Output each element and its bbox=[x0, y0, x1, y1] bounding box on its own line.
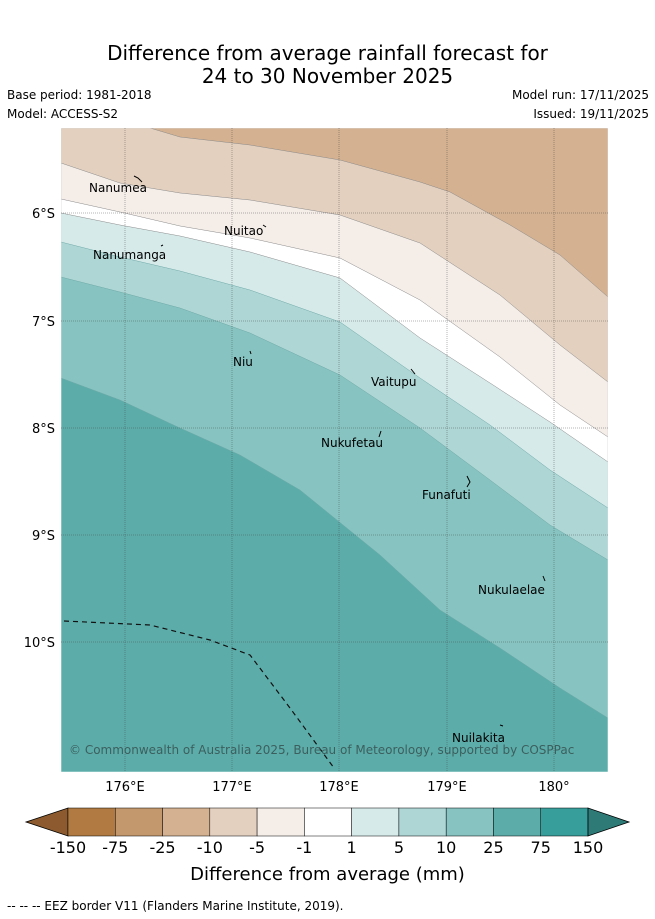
island-labels: Nanumea Nuitao Nanumanga Niu Vaitupu Nuk… bbox=[89, 181, 545, 745]
island-label-nanumanga: Nanumanga bbox=[93, 248, 166, 262]
island-shape-funafuti bbox=[466, 475, 471, 488]
longitude-ticks: 176°E 177°E 178°E 179°E 180° bbox=[105, 780, 569, 795]
colorbar-extend-low bbox=[24, 807, 69, 837]
island-label-niu: Niu bbox=[233, 355, 253, 369]
colorbar-extend-high bbox=[587, 807, 631, 837]
colorbar-segment bbox=[67, 807, 116, 837]
colorbar-tick-label: -5 bbox=[249, 838, 265, 857]
island-label-nuitao: Nuitao bbox=[224, 224, 263, 238]
graticule bbox=[61, 128, 608, 772]
colorbar-segment bbox=[209, 807, 258, 837]
lon-tick-label: 177°E bbox=[212, 780, 252, 795]
lat-tick-label: 8°S bbox=[32, 422, 55, 437]
island-shape-nuitao bbox=[262, 224, 267, 228]
colorbar-tick-label: 25 bbox=[483, 838, 503, 857]
island-label-nanumea: Nanumea bbox=[89, 181, 147, 195]
colorbar-segment bbox=[115, 807, 163, 837]
island-label-nukulaelae: Nukulaelae bbox=[478, 583, 545, 597]
colorbar: -150 -75 -25 -10 -5 -1 1 5 10 25 75 150 bbox=[24, 807, 631, 857]
lat-tick-label: 9°S bbox=[32, 529, 55, 544]
lat-tick-label: 10°S bbox=[24, 636, 55, 651]
island-shape-nukufetau bbox=[378, 430, 382, 438]
colorbar-segment bbox=[493, 807, 541, 837]
colorbar-segment bbox=[256, 807, 305, 837]
rainfall-contours bbox=[61, 128, 608, 772]
colorbar-tick-label: -150 bbox=[50, 838, 86, 857]
colorbar-tick-label: -1 bbox=[296, 838, 312, 857]
island-label-vaitupu: Vaitupu bbox=[371, 375, 417, 389]
island-shape-nanumanga bbox=[160, 244, 164, 247]
title-line-1: Difference from average rainfall forecas… bbox=[107, 41, 548, 65]
colorbar-segment bbox=[351, 807, 400, 837]
colorbar-segment bbox=[445, 807, 494, 837]
colorbar-tick-label: 75 bbox=[531, 838, 551, 857]
island-shape-nuilakita bbox=[499, 724, 504, 727]
lon-tick-label: 179°E bbox=[427, 780, 467, 795]
colorbar-segment bbox=[398, 807, 447, 837]
island-label-nukufetau: Nukufetau bbox=[321, 436, 383, 450]
colorbar-title: Difference from average (mm) bbox=[190, 864, 465, 885]
island-label-funafuti: Funafuti bbox=[422, 488, 471, 502]
colorbar-tick-label: 1 bbox=[347, 838, 357, 857]
issued-date: Issued: 19/11/2025 bbox=[533, 107, 649, 121]
lat-tick-label: 7°S bbox=[32, 315, 55, 330]
colorbar-tick-label: -25 bbox=[149, 838, 175, 857]
lon-tick-label: 176°E bbox=[105, 780, 145, 795]
band-minus-10-25 bbox=[149, 128, 608, 298]
colorbar-segment bbox=[162, 807, 211, 837]
island-shape-niu bbox=[249, 350, 252, 355]
colorbar-tick-label: -75 bbox=[102, 838, 128, 857]
base-period: Base period: 1981-2018 bbox=[7, 88, 152, 102]
lon-tick-label: 178°E bbox=[319, 780, 359, 795]
colorbar-segment bbox=[304, 807, 352, 837]
colorbar-tick-label: 10 bbox=[436, 838, 456, 857]
island-label-nuilakita: Nuilakita bbox=[452, 731, 505, 745]
island-shape-nanumea bbox=[133, 175, 143, 183]
model-run: Model run: 17/11/2025 bbox=[511, 88, 649, 102]
latitude-ticks: 6°S 7°S 8°S 9°S 10°S bbox=[24, 207, 55, 651]
rainfall-map: Nanumea Nuitao Nanumanga Niu Vaitupu Nuk… bbox=[24, 127, 631, 857]
colorbar-segment bbox=[540, 807, 589, 837]
eez-border-footnote: -- -- -- EEZ border V11 (Flanders Marine… bbox=[7, 899, 344, 913]
copyright-notice: © Commonwealth of Australia 2025, Bureau… bbox=[69, 743, 574, 757]
model-name: Model: ACCESS-S2 bbox=[7, 107, 119, 121]
island-shape-vaitupu bbox=[410, 368, 416, 375]
title-line-2: 24 to 30 November 2025 bbox=[201, 64, 454, 88]
lat-tick-label: 6°S bbox=[32, 207, 55, 222]
island-shape-nukulaelae bbox=[542, 575, 546, 582]
colorbar-tick-label: -10 bbox=[197, 838, 223, 857]
colorbar-tick-label: 5 bbox=[394, 838, 404, 857]
colorbar-tick-label: 150 bbox=[573, 838, 604, 857]
island-shapes bbox=[133, 175, 546, 727]
lon-tick-label: 180° bbox=[538, 780, 569, 795]
